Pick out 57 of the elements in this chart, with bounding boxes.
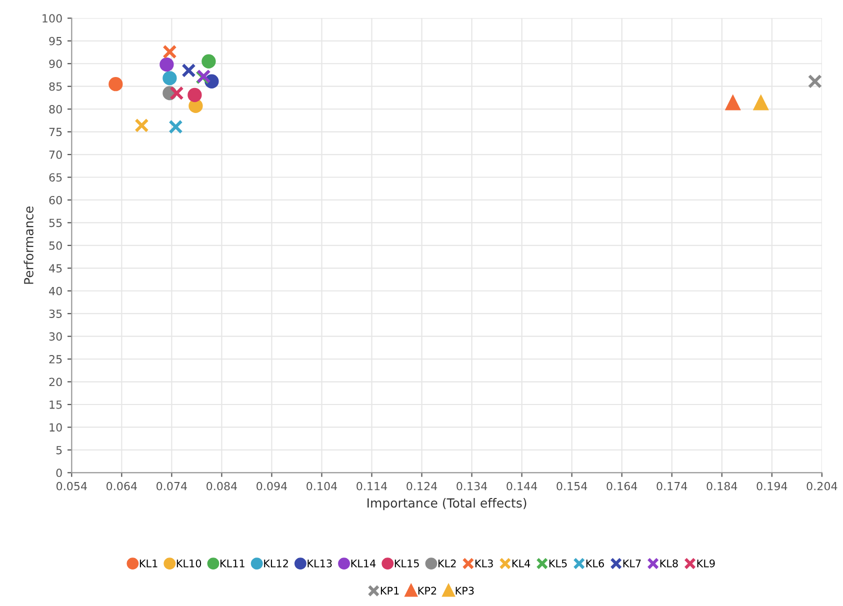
legend-label: KL4 [512, 560, 530, 568]
x-tick-label: 0.194 [756, 482, 788, 490]
legend-label: KL7 [623, 560, 641, 568]
legend-label: KL10 [176, 559, 202, 568]
y-tick-label: 95 [49, 36, 62, 46]
y-tick-label: 30 [49, 332, 62, 341]
x-tick-label: 0.154 [556, 482, 588, 490]
legend-label: KL2 [438, 559, 456, 568]
x-tick-label: 0.074 [156, 482, 187, 490]
y-tick-label: 35 [49, 310, 62, 318]
x-tick-label: 0.144 [506, 482, 538, 490]
legend-label: KL11 [220, 560, 244, 568]
legend-label: KL6 [586, 559, 604, 568]
legend-label: KL5 [549, 560, 567, 568]
y-tick-label: 20 [49, 378, 62, 386]
y-tick-label: 5 [56, 446, 62, 454]
legend-label: KP3 [456, 586, 474, 595]
y-tick-label: 50 [49, 241, 62, 250]
x-tick-label: 0.124 [406, 482, 438, 490]
legend-label: KL15 [394, 560, 419, 568]
y-tick-label: 75 [49, 128, 62, 136]
x-tick-label: 0.114 [356, 482, 388, 490]
x-tick-label: 0.054 [56, 482, 87, 490]
y-tick-label: 90 [49, 60, 62, 68]
y-tick-label: 0 [56, 468, 62, 478]
legend-label: KL9 [697, 559, 715, 568]
y-tick-label: 60 [49, 196, 62, 204]
legend-label: KL13 [308, 559, 332, 568]
y-tick-label: 80 [49, 105, 62, 114]
x-tick-label: 0.084 [206, 482, 237, 490]
y-tick-label: 55 [49, 218, 62, 228]
x-tick-label: 0.204 [806, 482, 838, 490]
legend-label: KL12 [264, 559, 288, 568]
legend-label: KL1 [140, 560, 158, 568]
y-tick-label: 25 [49, 355, 62, 364]
legend-label: KL14 [351, 560, 376, 568]
y-tick-label: 40 [49, 286, 62, 296]
legend-label: KL3 [475, 559, 493, 568]
x-tick-label: 0.064 [106, 482, 137, 490]
x-tick-label: 0.094 [256, 482, 288, 490]
legend-label: KP1 [380, 586, 399, 594]
x-tick-label: 0.104 [306, 482, 338, 490]
legend-label: KP2 [418, 586, 436, 594]
y-tick-label: 85 [49, 82, 62, 91]
legend-label: KL8 [660, 559, 678, 568]
y-tick-label: 65 [49, 173, 62, 182]
x-axis-title: Importance (Total effects) [368, 498, 526, 510]
y-axis-title: Performance [24, 206, 34, 284]
y-tick-label: 70 [49, 150, 62, 159]
x-tick-label: 0.184 [706, 482, 738, 490]
y-tick-label: 100 [42, 14, 62, 23]
y-tick-label: 10 [50, 423, 62, 432]
y-tick-label: 15 [50, 400, 62, 409]
x-tick-label: 0.164 [606, 482, 638, 490]
x-tick-label: 0.174 [656, 482, 688, 490]
x-tick-label: 0.134 [456, 482, 488, 490]
y-tick-label: 45 [49, 264, 62, 273]
